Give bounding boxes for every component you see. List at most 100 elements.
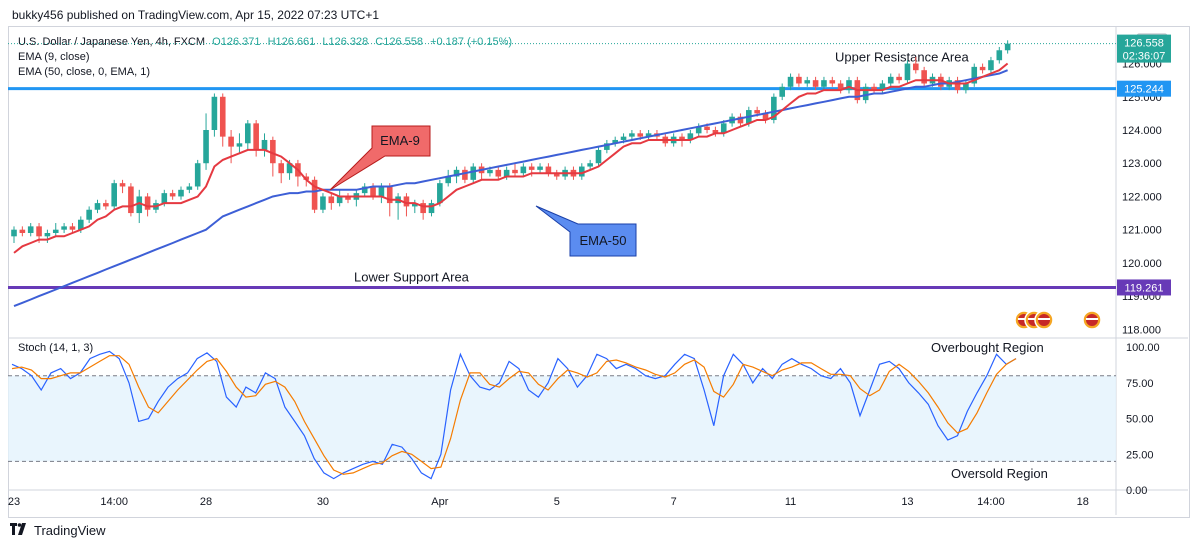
- overbought-label: Overbought Region: [931, 340, 1044, 355]
- candle-body: [169, 193, 176, 197]
- symbol-legend: U.S. Dollar / Japanese Yen, 4h, FXCM O12…: [18, 36, 516, 48]
- brand-name: TradingView: [34, 523, 106, 538]
- candle-body: [904, 63, 911, 81]
- stoch-tick-label: 25.00: [1126, 449, 1154, 461]
- price-tick-label: 124.000: [1122, 125, 1162, 137]
- oversold-label: Oversold Region: [951, 466, 1048, 481]
- candle-body: [771, 96, 777, 121]
- candle-body: [553, 173, 560, 177]
- candle-body: [11, 229, 17, 237]
- candle-body: [695, 126, 702, 134]
- candle-body: [821, 80, 827, 87]
- support-label: Lower Support Area: [354, 269, 470, 284]
- candle-body: [512, 169, 518, 174]
- stoch-legend[interactable]: Stoch (14, 1, 3): [18, 342, 94, 354]
- candle-body: [979, 66, 986, 71]
- candle-body: [412, 203, 418, 207]
- candle-body: [537, 166, 543, 170]
- candle-body: [403, 196, 410, 207]
- legend: U.S. Dollar / Japanese Yen, 4h, FXCM O12…: [18, 36, 516, 78]
- candle-body: [445, 176, 451, 184]
- candle-body: [453, 169, 460, 177]
- chart-frame: [8, 26, 1190, 518]
- support-price-badge: [1117, 279, 1171, 296]
- tradingview-logo[interactable]: TradingView: [10, 523, 106, 538]
- candle-body: [787, 76, 794, 87]
- candle-body: [812, 80, 819, 87]
- ema50-legend[interactable]: EMA (50, close, 0, EMA, 1): [18, 66, 151, 78]
- candle-body: [470, 166, 477, 180]
- candle-body: [503, 169, 510, 177]
- candle-body: [328, 196, 335, 204]
- candle-body: [595, 149, 602, 164]
- time-tick-label: 5: [554, 496, 560, 508]
- candle-body: [720, 123, 727, 134]
- price-tick-label: 118.000: [1122, 324, 1161, 336]
- candle-body: [94, 203, 101, 210]
- candle-body: [754, 110, 760, 114]
- ema9-legend[interactable]: EMA (9, close): [18, 51, 90, 63]
- time-tick-label: 14:00: [977, 496, 1005, 508]
- candle-body: [119, 183, 126, 187]
- symbol-name[interactable]: U.S. Dollar / Japanese Yen, 4h, FXCM: [18, 36, 206, 48]
- candle-body: [862, 86, 869, 101]
- candle-body: [612, 139, 618, 144]
- price-change: +0.187 (+0.15%): [430, 36, 513, 48]
- candle-body: [938, 76, 944, 87]
- candle-body: [804, 80, 811, 84]
- last-price-badge: [1117, 34, 1171, 63]
- candle-body: [345, 196, 351, 200]
- candle-body: [19, 229, 26, 233]
- candle-body: [111, 183, 117, 207]
- candle-body: [186, 186, 193, 190]
- candle-body: [679, 136, 685, 140]
- candle-body: [629, 133, 635, 137]
- candle-body: [704, 126, 710, 130]
- candle-body: [428, 203, 435, 214]
- time-tick-label: Apr: [431, 496, 448, 508]
- time-tick-label: 7: [671, 496, 677, 508]
- resistance-label: Upper Resistance Area: [835, 50, 969, 65]
- candle-body: [520, 166, 527, 174]
- candle-body: [487, 169, 493, 174]
- candle-body: [78, 219, 84, 230]
- candle-body: [954, 80, 961, 91]
- candle-body: [228, 136, 234, 147]
- candle-body: [136, 196, 143, 214]
- candle-body: [311, 179, 318, 210]
- ohlc-close: C126.558: [375, 36, 424, 48]
- candle-body: [270, 139, 276, 164]
- stoch-k-line: [11, 350, 1017, 480]
- candle-body: [420, 203, 426, 214]
- candle-body: [144, 196, 151, 210]
- candle-body: [896, 76, 902, 81]
- candle-body: [194, 163, 201, 187]
- candle-body: [36, 226, 42, 237]
- candle-body: [128, 186, 134, 214]
- candle-body: [178, 189, 184, 197]
- candle-body: [587, 163, 593, 167]
- stoch-band: [8, 375, 1116, 462]
- candle-body: [779, 86, 785, 97]
- candle-body: [61, 226, 67, 230]
- candle-body: [620, 136, 627, 140]
- candle-body: [253, 123, 259, 150]
- candle-body: [1004, 43, 1011, 51]
- candle-body: [370, 186, 376, 197]
- candle-body: [86, 209, 92, 220]
- candle-body: [103, 203, 109, 207]
- candle-body: [286, 163, 293, 174]
- candle-body: [579, 166, 585, 177]
- price-tick-label: 122.000: [1122, 191, 1162, 203]
- candle-body: [687, 133, 694, 140]
- candle-body: [963, 83, 969, 91]
- us-flag-icon-stripe: [1086, 318, 1098, 320]
- candle-body: [604, 143, 610, 150]
- time-tick-label: 14:00: [100, 496, 128, 508]
- time-tick-label: 28: [200, 496, 212, 508]
- last-price-badge-text: 02:36:07: [1123, 51, 1166, 63]
- price-tick-label: 121.000: [1122, 225, 1162, 237]
- candle-body: [52, 229, 59, 233]
- candle-body: [712, 130, 719, 134]
